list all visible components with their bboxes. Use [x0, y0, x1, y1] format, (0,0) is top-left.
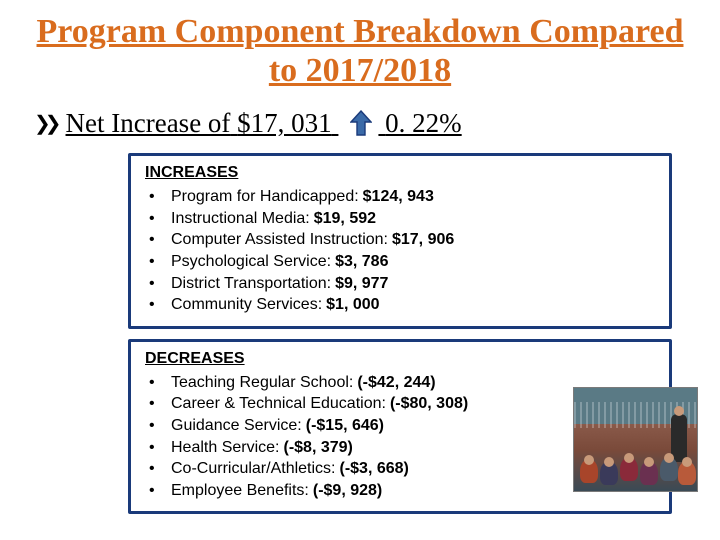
bullet-chevron-icon: ❯❯	[34, 111, 56, 136]
increases-heading: INCREASES	[145, 164, 655, 182]
slide: Program Component Breakdown Compared to …	[0, 0, 720, 540]
net-percent: 0. 22%	[385, 108, 462, 138]
net-increase-text: Net Increase of $17, 031 0. 22%	[66, 108, 462, 139]
net-increase-row: ❯❯ Net Increase of $17, 031 0. 22%	[34, 108, 692, 139]
list-item: •Psychological Service:$3, 786	[149, 251, 655, 273]
slide-title: Program Component Breakdown Compared to …	[28, 12, 692, 90]
list-item: •Computer Assisted Instruction:$17, 906	[149, 229, 655, 251]
list-item: •Community Services:$1, 000	[149, 294, 655, 316]
group-photo	[573, 387, 698, 492]
list-item: •Instructional Media:$19, 592	[149, 208, 655, 230]
net-amount: $17, 031	[237, 108, 332, 138]
list-item: •Program for Handicapped:$124, 943	[149, 186, 655, 208]
up-arrow-icon	[350, 108, 372, 139]
increases-list: •Program for Handicapped:$124, 943 •Inst…	[145, 186, 655, 316]
decreases-heading: DECREASES	[145, 350, 655, 368]
list-item: •District Transportation:$9, 977	[149, 273, 655, 295]
increases-box: INCREASES •Program for Handicapped:$124,…	[128, 153, 672, 329]
net-label: Net Increase of	[66, 108, 231, 138]
